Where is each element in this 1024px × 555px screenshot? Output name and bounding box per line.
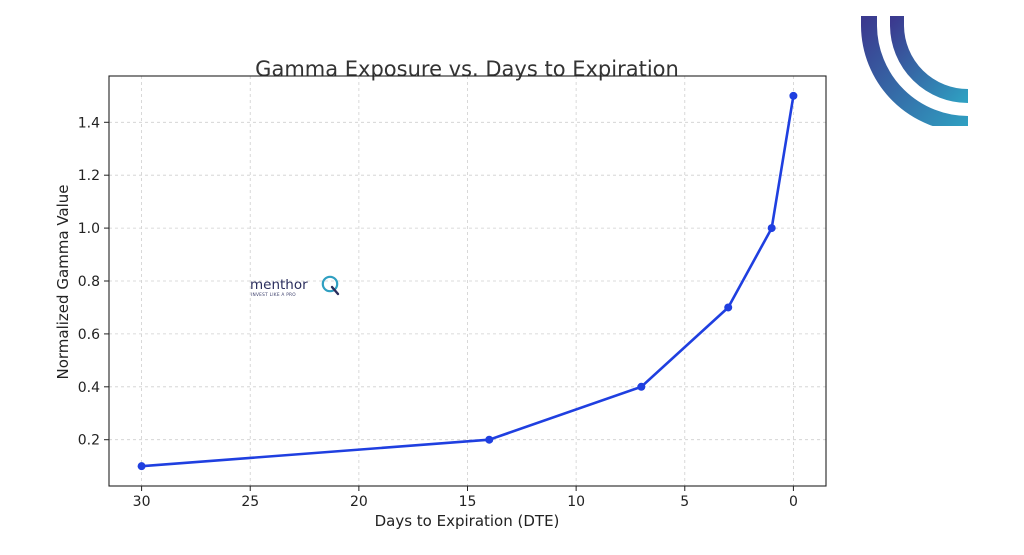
- data-point: [637, 382, 646, 391]
- x-tick-label: 15: [459, 494, 477, 510]
- data-point: [137, 462, 146, 471]
- data-point: [767, 224, 776, 233]
- data-point: [789, 91, 798, 100]
- q-ring-icon: [321, 275, 339, 293]
- series-line: [141, 95, 795, 468]
- y-tick-label: 1.0: [78, 221, 100, 237]
- data-point: [485, 435, 494, 444]
- x-tick-label: 5: [680, 494, 689, 510]
- y-axis-ticks: 0.2 0.4 0.6 0.8 1.0 1.2 1.4: [78, 115, 109, 449]
- y-tick-label: 0.8: [78, 274, 100, 290]
- corner-arc-logo: [861, 16, 969, 126]
- y-tick-label: 0.2: [78, 433, 100, 449]
- y-tick-label: 1.2: [78, 168, 100, 184]
- brand-name: menthor: [250, 277, 308, 293]
- x-tick-label: 25: [241, 494, 259, 510]
- x-tick-label: 20: [350, 494, 368, 510]
- x-tick-label: 10: [567, 494, 585, 510]
- chart-title: Gamma Exposure vs. Days to Expiration: [255, 57, 679, 81]
- outer-arc-icon: [861, 16, 969, 126]
- y-axis-label: Normalized Gamma Value: [54, 184, 72, 379]
- y-tick-label: 0.4: [78, 380, 100, 396]
- inner-arc-icon: [890, 16, 969, 103]
- y-tick-label: 0.6: [78, 327, 100, 343]
- q-tail-icon: [330, 285, 340, 296]
- x-tick-label: 0: [789, 494, 798, 510]
- data-point: [724, 303, 733, 312]
- series-layer: [137, 91, 798, 471]
- y-tick-label: 1.4: [78, 115, 100, 131]
- x-tick-label: 30: [133, 494, 151, 510]
- brand-tagline: INVEST LIKE A PRO: [251, 292, 296, 298]
- grid: [109, 76, 826, 486]
- x-axis-label: Days to Expiration (DTE): [375, 512, 560, 530]
- x-axis-ticks: 30 25 20 15 10 5 0: [133, 486, 798, 510]
- menthorq-logo: menthor INVEST LIKE A PRO: [250, 275, 340, 298]
